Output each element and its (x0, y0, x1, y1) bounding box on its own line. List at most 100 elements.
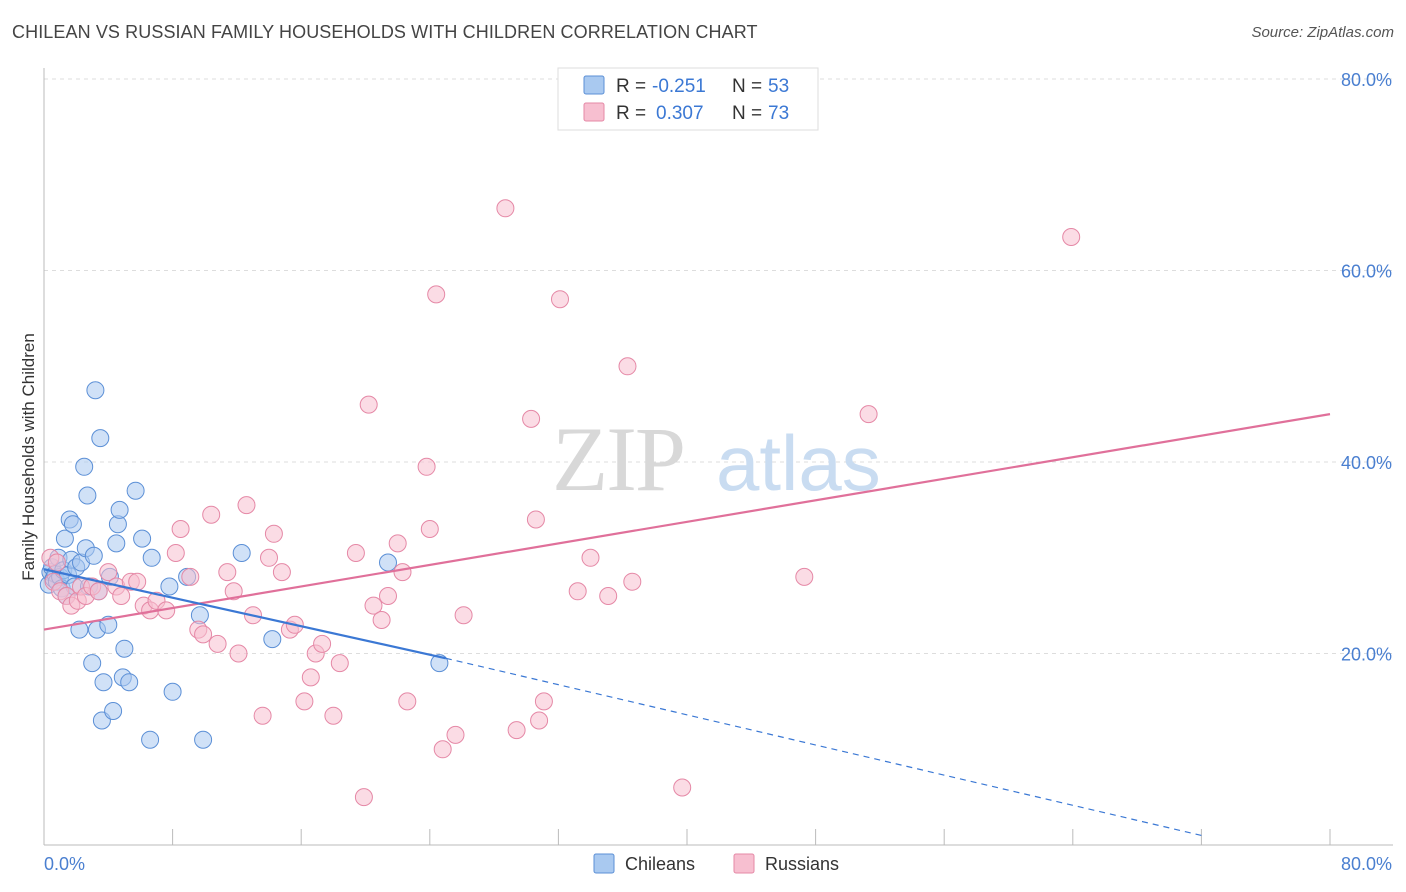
legend-n-label: N = (732, 76, 762, 97)
data-point-russians (171, 520, 190, 538)
tick-labels: 20.0% 40.0% 60.0% 80.0% (1341, 70, 1392, 665)
data-point-russians (417, 457, 436, 476)
y-tick-label: 60.0% (1341, 262, 1392, 282)
legend-r-value-chileans: -0.251 (652, 76, 706, 97)
data-point-chileans (86, 381, 105, 400)
data-point-russians (1062, 228, 1081, 246)
data-point-russians (551, 290, 569, 309)
data-point-russians (568, 582, 587, 601)
data-point-russians (359, 395, 378, 414)
data-point-russians (260, 548, 278, 567)
data-point-chileans (126, 481, 145, 500)
y-tick-label: 40.0% (1341, 453, 1392, 473)
data-point-russians (599, 587, 618, 605)
data-point-russians (218, 563, 237, 582)
data-point-russians (372, 611, 391, 629)
data-point-russians (673, 778, 692, 797)
data-point-chileans (115, 639, 134, 658)
data-point-russians (324, 706, 343, 725)
legend-item-chileans: Chileans (625, 854, 695, 874)
data-point-chileans (194, 730, 213, 749)
data-point-russians (237, 496, 256, 515)
data-point-russians (264, 524, 283, 543)
data-point-chileans (83, 654, 102, 673)
data-point-russians (522, 409, 541, 428)
data-point-russians (420, 520, 439, 538)
data-point-chileans (232, 544, 251, 562)
legend-r-label: R = (616, 76, 646, 97)
data-point-russians (859, 405, 878, 424)
data-point-russians (454, 606, 473, 625)
data-point-russians (202, 505, 221, 524)
legend-swatch-russians (583, 102, 605, 122)
legend-r-value-russians: 0.307 (656, 103, 704, 124)
data-point-russians (364, 596, 383, 615)
data-point-chileans (263, 630, 282, 649)
data-point-chileans (379, 553, 397, 572)
data-point-russians (166, 544, 185, 562)
data-point-russians (354, 788, 373, 807)
legend-r-label: R = (616, 103, 646, 124)
trend-lines (43, 413, 1331, 837)
data-point-russians (99, 563, 118, 582)
data-point-russians (618, 357, 637, 376)
data-point-russians (393, 563, 412, 582)
data-point-russians (526, 510, 545, 529)
legend-n-value-chileans: 53 (768, 76, 789, 97)
trend-line-russians (43, 413, 1331, 631)
legend-item-russians: Russians (765, 854, 839, 874)
data-point-russians (388, 534, 407, 553)
data-point-chileans (160, 577, 179, 596)
data-point-russians (112, 587, 131, 605)
data-point-chileans (75, 457, 94, 476)
data-point-chileans (141, 730, 160, 749)
data-point-russians (507, 721, 526, 740)
x-axis-max-label: 80.0% (1341, 854, 1392, 874)
data-point-russians (398, 692, 417, 711)
data-point-russians (496, 199, 515, 218)
data-point-chileans (78, 486, 97, 505)
data-point-russians (194, 625, 213, 644)
data-point-russians (313, 634, 332, 653)
data-point-russians (534, 692, 553, 711)
data-point-russians (47, 553, 66, 572)
trend-line-chileans (43, 568, 447, 660)
series-russians (41, 199, 1081, 807)
legend-n-value-russians: 73 (768, 103, 789, 124)
data-point-russians (301, 668, 320, 687)
y-axis-label: Family Households with Children (19, 333, 38, 581)
data-point-russians (295, 692, 314, 711)
data-point-russians (229, 644, 248, 663)
y-tick-label: 20.0% (1341, 645, 1392, 665)
data-point-russians (272, 563, 291, 582)
data-point-chileans (94, 673, 113, 692)
data-point-russians (623, 572, 642, 591)
y-tick-label: 80.0% (1341, 70, 1392, 90)
data-point-chileans (133, 529, 152, 548)
data-point-chileans (107, 534, 126, 553)
x-axis-min-label: 0.0% (44, 854, 85, 874)
data-point-russians (208, 634, 227, 653)
trend-line-chileans-extension (445, 657, 1202, 837)
chart-source: Source: ZipAtlas.com (1251, 24, 1394, 41)
legend-n-label: N = (732, 103, 762, 124)
data-point-russians (224, 582, 243, 601)
data-point-chileans (163, 682, 182, 701)
data-point-chileans (91, 429, 110, 448)
data-point-chileans (84, 546, 103, 565)
data-point-russians (581, 548, 600, 567)
data-point-russians (253, 706, 272, 725)
data-point-chileans (110, 500, 129, 519)
data-point-russians (795, 567, 814, 586)
watermark-zip: ZIP (552, 408, 684, 510)
data-point-chileans (63, 515, 82, 534)
series-chileans (39, 381, 449, 749)
data-point-chileans (120, 673, 139, 692)
stats-legend: R = -0.251 N = 53 R = 0.307 N = 73 (557, 67, 819, 131)
data-point-russians (379, 587, 397, 605)
watermark-atlas: atlas (716, 419, 881, 507)
data-point-russians (530, 711, 549, 730)
data-point-russians (433, 740, 452, 759)
axes (43, 68, 1393, 846)
